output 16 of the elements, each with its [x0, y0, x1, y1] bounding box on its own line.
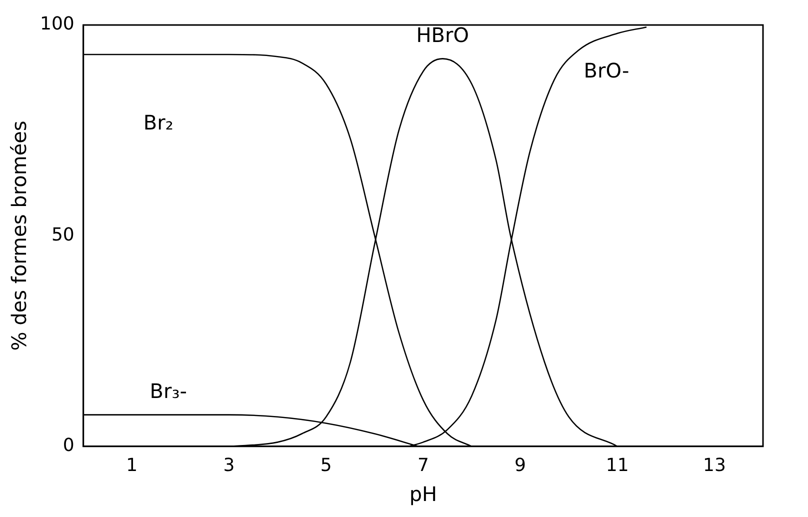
series-label: HBrO	[416, 22, 469, 47]
x-tick-label: 1	[126, 454, 138, 476]
y-tick-label: 0	[62, 435, 74, 456]
x-tick-label: 13	[703, 454, 726, 476]
text: Br₂	[143, 110, 174, 135]
x-tick-label: 7	[417, 454, 429, 476]
x-tick-label: 9	[514, 454, 526, 476]
series-label: Br₃-	[150, 379, 187, 403]
y-tick-label: 100	[40, 14, 74, 35]
y-axis-title: % des formes bromées	[7, 120, 32, 351]
y-tick-label: 50	[51, 224, 74, 246]
x-tick-label: 5	[320, 454, 332, 476]
x-tick-label: 11	[606, 454, 629, 476]
series-label: BrO-	[584, 58, 630, 82]
x-axis-title: pH	[409, 482, 438, 506]
x-tick-label: 3	[223, 454, 235, 476]
